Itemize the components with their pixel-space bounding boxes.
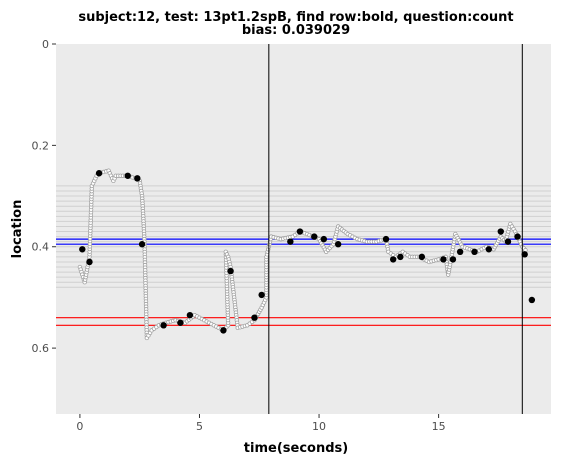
fixation-point [220, 327, 227, 334]
chart-title: subject:12, test: 13pt1.2spB, find row:b… [78, 10, 513, 25]
plot-panel [56, 44, 551, 414]
fixation-point [79, 246, 86, 253]
x-tick-label: 10 [312, 420, 326, 433]
fixation-point [382, 235, 390, 243]
y-tick-label: 0.6 [32, 342, 50, 355]
fixation-point [471, 248, 478, 256]
fixation-point [160, 322, 167, 329]
y-axis-label: location [10, 200, 25, 259]
y-tick-label: 0.2 [32, 139, 50, 152]
fixation-points [79, 170, 536, 334]
fixation-point [258, 291, 265, 299]
fixation-point [124, 172, 131, 179]
fixation-point [311, 233, 318, 240]
fixation-point [397, 253, 404, 261]
y-tick-label: 0.4 [32, 241, 50, 254]
fixation-point [389, 256, 397, 263]
fixation-point [251, 314, 258, 321]
fixation-point [504, 238, 512, 245]
fixation-point [138, 241, 146, 248]
fixation-point [296, 228, 304, 235]
row-lines [56, 185, 551, 288]
fixation-point [287, 238, 294, 245]
fixation-point [186, 311, 194, 319]
x-tick-label: 5 [196, 420, 203, 433]
x-axis: 0 5 10 15 [76, 414, 446, 433]
x-axis-label: time(seconds) [244, 441, 348, 456]
chart-subtitle: bias: 0.039029 [242, 23, 350, 38]
fixation-point [86, 258, 93, 266]
fixation-point [320, 235, 328, 243]
y-axis: 0 0.2 0.4 0.6 [32, 38, 56, 355]
reference-lines [56, 238, 551, 326]
fixation-point [528, 296, 536, 304]
x-tick-label: 0 [76, 420, 83, 433]
fixation-point [418, 253, 426, 261]
fixation-point [497, 228, 504, 235]
vertical-lines [268, 44, 523, 414]
fixation-point [449, 256, 457, 263]
fixation-point [521, 251, 528, 258]
fixation-point [440, 256, 447, 263]
x-tick-label: 15 [432, 420, 446, 433]
fixation-point [227, 267, 234, 275]
fixation-point [514, 233, 521, 240]
fixation-point [334, 241, 342, 248]
fixation-point [134, 175, 141, 182]
y-tick-label: 0 [42, 38, 49, 51]
fixation-point [95, 170, 103, 177]
fixation-point [485, 246, 493, 253]
fixation-point [456, 248, 464, 256]
gaze-samples [77, 168, 528, 341]
fixation-point [177, 319, 184, 326]
